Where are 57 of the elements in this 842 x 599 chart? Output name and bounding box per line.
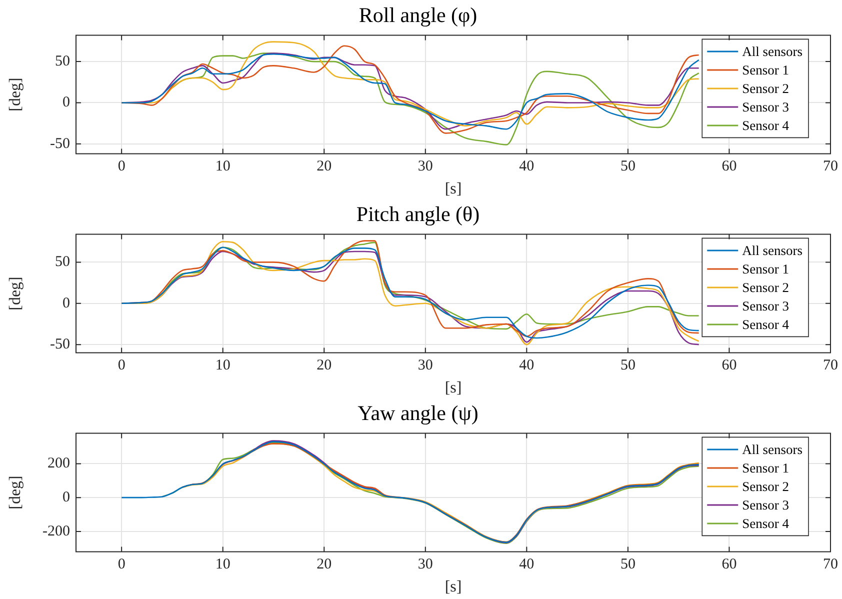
y-tick-label: -50 bbox=[50, 336, 70, 352]
x-tick-label: 60 bbox=[722, 556, 737, 573]
x-tick-label: 50 bbox=[620, 358, 636, 374]
x-tick-label: 10 bbox=[215, 556, 230, 573]
x-tick-label: 30 bbox=[418, 158, 433, 175]
legend-label: Sensor 1 bbox=[742, 460, 789, 476]
y-tick-label: 50 bbox=[55, 254, 70, 270]
x-tick-label: 40 bbox=[519, 556, 534, 573]
legend-label: Sensor 3 bbox=[742, 298, 790, 314]
y-tick-label: -50 bbox=[50, 136, 70, 152]
x-tick-label: 40 bbox=[519, 158, 534, 175]
legend-label: All sensors bbox=[742, 242, 802, 258]
y-tick-label: -200 bbox=[42, 523, 70, 540]
x-tick-label: 0 bbox=[118, 556, 126, 573]
x-axis-title: [s] bbox=[444, 180, 462, 198]
x-tick-label: 70 bbox=[823, 358, 838, 374]
x-tick-label: 10 bbox=[215, 158, 230, 175]
y-tick-label: 0 bbox=[62, 94, 70, 111]
legend-label: Sensor 4 bbox=[742, 118, 790, 133]
x-tick-label: 50 bbox=[620, 556, 636, 573]
legend-label: Sensor 4 bbox=[742, 316, 790, 332]
x-tick-label: 30 bbox=[418, 358, 433, 374]
x-tick-label: 20 bbox=[316, 556, 332, 573]
y-axis-title: [deg] bbox=[6, 476, 24, 510]
x-tick-label: 0 bbox=[118, 158, 126, 175]
x-tick-label: 40 bbox=[519, 358, 534, 374]
x-tick-label: 50 bbox=[620, 158, 636, 175]
legend-label: Sensor 2 bbox=[742, 280, 789, 295]
legend-label: Sensor 3 bbox=[742, 497, 790, 512]
y-tick-label: 50 bbox=[55, 53, 70, 70]
x-axis-title: [s] bbox=[444, 380, 462, 397]
x-tick-label: 20 bbox=[316, 358, 332, 374]
legend-label: Sensor 2 bbox=[742, 80, 789, 96]
y-tick-label: 200 bbox=[48, 456, 70, 472]
y-tick-label: 0 bbox=[62, 490, 70, 506]
x-tick-label: 0 bbox=[118, 358, 126, 374]
x-axis-title: [s] bbox=[444, 578, 462, 596]
y-axis-title: [deg] bbox=[6, 276, 24, 310]
x-tick-label: 10 bbox=[215, 358, 230, 374]
x-tick-label: 70 bbox=[823, 158, 838, 175]
legend-label: Sensor 4 bbox=[742, 516, 790, 531]
x-tick-label: 20 bbox=[316, 158, 332, 175]
chart-title: Pitch angle (θ) bbox=[356, 202, 480, 226]
legend-label: Sensor 1 bbox=[742, 62, 789, 78]
x-tick-label: 60 bbox=[722, 158, 737, 175]
legend-label: Sensor 3 bbox=[742, 99, 790, 114]
legend-label: Sensor 2 bbox=[742, 478, 789, 494]
y-tick-label: 0 bbox=[62, 295, 70, 312]
legend-label: All sensors bbox=[742, 442, 802, 457]
y-axis-title: [deg] bbox=[6, 78, 24, 112]
x-tick-label: 60 bbox=[722, 358, 737, 374]
legend-label: All sensors bbox=[742, 44, 802, 59]
chart-title: Roll angle (φ) bbox=[358, 3, 478, 28]
chart-title: Yaw angle (ψ) bbox=[358, 401, 478, 426]
legend-label: Sensor 1 bbox=[742, 261, 789, 276]
x-tick-label: 30 bbox=[418, 556, 433, 573]
x-tick-label: 70 bbox=[823, 556, 838, 573]
